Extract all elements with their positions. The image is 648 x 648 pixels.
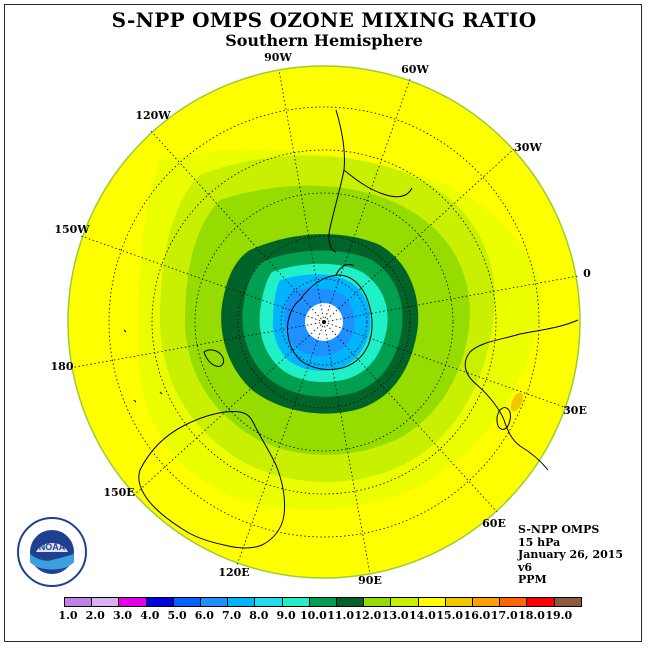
legend-tick-label: 14.0: [409, 609, 436, 622]
info-version: v6: [518, 560, 533, 574]
legend-swatch: [364, 598, 392, 606]
legend-tick-label: 13.0: [381, 609, 409, 622]
legend-swatch: [119, 598, 147, 606]
legend-swatch: [527, 598, 555, 606]
coast-new-zealand: [203, 349, 225, 367]
legend-swatch: [173, 598, 202, 606]
legend-swatch: [255, 598, 283, 606]
noaa-logo-text: NOAA: [39, 542, 66, 552]
lon-label-30w: 30W: [514, 141, 542, 154]
legend-swatch: [228, 598, 256, 606]
noaa-logo: NOAA: [17, 517, 87, 587]
legend-swatch: [309, 598, 338, 606]
legend-tick-label: 7.0: [222, 609, 242, 622]
lon-label-30e: 30E: [563, 404, 587, 417]
legend-tick-label: 8.0: [249, 609, 269, 622]
lon-label-120w: 120W: [135, 109, 171, 122]
legend-swatch: [500, 598, 528, 606]
latitude-circles: [108, 106, 540, 538]
legend-swatch: [65, 598, 93, 606]
lon-label-60e: 60E: [482, 517, 506, 530]
lon-label-60w: 60W: [401, 63, 429, 76]
info-date: January 26, 2015: [518, 548, 624, 561]
info-units: PPM: [518, 573, 547, 586]
legend-tick-label: 12.0: [354, 609, 382, 622]
lon-label-120e: 120E: [218, 566, 249, 579]
legend-tick-label: 2.0: [85, 609, 105, 622]
legend-tick-label: 18.0: [518, 609, 545, 622]
legend-tick-label: 6.0: [194, 609, 214, 622]
legend-swatch: [282, 598, 310, 606]
legend-tick-label: 17.0: [490, 609, 518, 622]
legend-swatch: [391, 598, 419, 606]
legend-ticks: 1.0 2.0 3.0 4.0 5.0 6.0 7.0 8.0 9.0 10.0 11.0 12.0 1…: [0, 609, 648, 623]
coastlines: [123, 109, 579, 549]
coast-antarctica: [287, 274, 373, 371]
legend-tick-label: 1.0: [58, 609, 78, 622]
map-frame: [4, 4, 642, 642]
map-subtitle: Southern Hemisphere: [225, 31, 423, 50]
lon-label-90e: 90E: [358, 574, 382, 587]
lon-label-180: 180: [51, 360, 74, 373]
info-instrument: S-NPP OMPS: [518, 523, 600, 536]
info-block: S-NPP OMPS 15 hPa January 26, 2015 v6 PP…: [518, 523, 624, 587]
legend-tick-label: 3.0: [112, 609, 133, 622]
coast-australia: [138, 411, 285, 549]
legend-tick-label: 19.0: [545, 609, 573, 622]
coast-africa: [464, 319, 579, 471]
legend-swatch: [473, 598, 501, 606]
coast-madagascar: [496, 407, 511, 430]
longitude-labels: 90W 60W 30W 0 30E 60E 90E 120E 150E 180 …: [51, 51, 592, 587]
legend-tick-label: 5.0: [167, 609, 187, 622]
legend-swatch: [146, 598, 174, 606]
legend-swatch: [445, 598, 474, 606]
legend-tick-label: 15.0: [436, 609, 464, 622]
lon-label-90w: 90W: [264, 51, 292, 64]
coast-south-america: [328, 109, 413, 253]
legend-swatch: [92, 598, 120, 606]
south-pole-marker: [322, 320, 326, 324]
legend-swatch: [337, 598, 365, 606]
legend-tick-label: 10.0: [299, 609, 327, 622]
legend-swatch: [201, 598, 229, 606]
legend-swatch: [418, 598, 446, 606]
info-level: 15 hPa: [518, 535, 561, 549]
legend-tick-label: 11.0: [327, 609, 355, 622]
lon-label-0: 0: [583, 267, 591, 280]
color-legend: [64, 597, 582, 607]
legend-tick-label: 16.0: [463, 609, 491, 622]
map-title: S-NPP OMPS OZONE MIXING RATIO: [111, 8, 537, 32]
contour-spot-15: [510, 392, 524, 412]
legend-swatch: [554, 598, 581, 606]
legend-tick-label: 9.0: [276, 609, 296, 622]
lon-label-150e: 150E: [103, 486, 134, 499]
lon-label-150w: 150W: [54, 223, 90, 236]
coast-antarctic-peninsula: [335, 263, 355, 276]
meridians: [69, 69, 579, 575]
legend-tick-label: 4.0: [140, 609, 160, 622]
